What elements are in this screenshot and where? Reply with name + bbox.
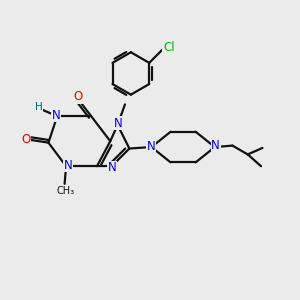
Text: N: N [211,140,220,152]
Text: N: N [146,140,155,153]
Text: O: O [21,133,30,146]
Text: N: N [108,161,117,175]
Text: O: O [73,91,82,103]
Text: H: H [34,102,42,112]
Text: N: N [114,117,123,130]
Text: CH₃: CH₃ [56,186,74,196]
Text: Cl: Cl [163,41,175,54]
Text: N: N [64,158,73,172]
Text: N: N [51,109,60,122]
